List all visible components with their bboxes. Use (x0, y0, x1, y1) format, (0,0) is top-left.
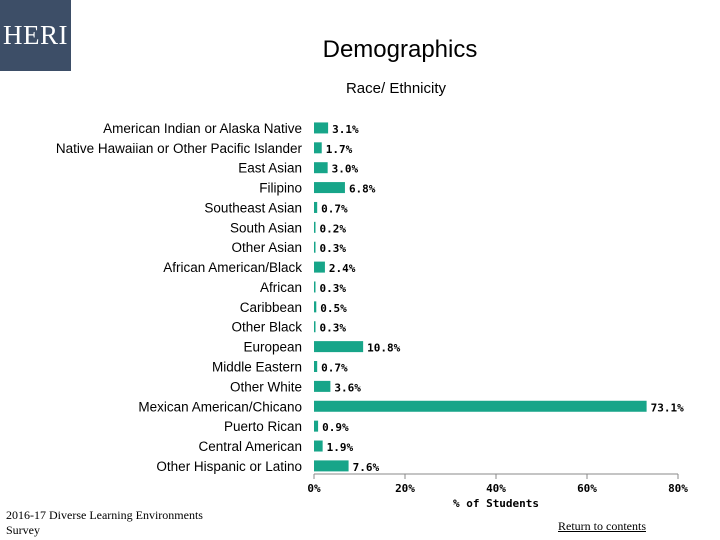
bar (314, 182, 345, 194)
value-label: 3.6% (334, 381, 361, 394)
bar (314, 261, 325, 273)
value-label: 0.9% (322, 421, 349, 434)
category-label: East Asian (238, 161, 302, 176)
bar (314, 361, 318, 372)
value-label: 0.3% (320, 242, 347, 255)
category-label: Filipino (259, 181, 302, 196)
x-tick-label: 20% (395, 482, 415, 495)
value-label: 73.1% (651, 401, 684, 414)
category-label: Other White (230, 379, 302, 394)
category-label: American Indian or Alaska Native (103, 121, 302, 136)
bar (314, 241, 316, 253)
x-tick-label: 0% (307, 482, 321, 495)
bar (314, 341, 364, 353)
value-label: 0.3% (320, 282, 347, 295)
value-label: 0.2% (320, 222, 347, 235)
logo-text: HERI (3, 20, 68, 50)
bar (314, 201, 318, 213)
category-label: European (243, 340, 302, 355)
x-tick-label: 80% (668, 482, 688, 495)
value-label: 10.8% (367, 342, 400, 355)
page-title: Demographics (322, 36, 478, 63)
bar (314, 162, 328, 174)
category-label: Other Asian (231, 240, 302, 255)
bar (314, 440, 323, 452)
bar (314, 460, 349, 472)
bar (314, 380, 331, 392)
value-label: 3.1% (332, 123, 359, 136)
bar (314, 321, 316, 333)
category-label: Southeast Asian (204, 200, 302, 215)
bar (314, 281, 316, 293)
value-label: 7.6% (353, 461, 380, 474)
bar (314, 420, 319, 432)
value-label: 1.7% (326, 143, 353, 156)
bar (314, 400, 647, 412)
category-label: Native Hawaiian or Other Pacific Islande… (56, 141, 303, 156)
category-label: Caribbean (240, 300, 302, 315)
category-label: Other Black (231, 320, 302, 335)
value-label: 3.0% (332, 163, 359, 176)
x-tick-label: 40% (486, 482, 506, 495)
value-label: 0.5% (320, 302, 347, 315)
bar (314, 221, 316, 233)
value-label: 0.7% (321, 362, 348, 375)
return-to-contents-link[interactable]: Return to contents (558, 519, 646, 533)
category-label: Mexican American/Chicano (138, 399, 302, 414)
bar (314, 142, 322, 154)
category-label: African American/Black (163, 260, 302, 275)
category-label: Other Hispanic or Latino (156, 459, 302, 474)
category-label: Central American (198, 439, 302, 454)
value-label: 0.3% (320, 322, 347, 335)
bar (314, 301, 317, 313)
heri-logo: HERI (0, 0, 71, 71)
category-label: Puerto Rican (224, 419, 302, 434)
value-label: 1.9% (327, 441, 354, 454)
category-label: South Asian (230, 220, 302, 235)
category-label: Middle Eastern (212, 360, 302, 375)
x-axis-title: % of Students (453, 497, 539, 510)
value-label: 6.8% (349, 183, 376, 196)
bar (314, 122, 329, 134)
category-label: African (260, 280, 302, 295)
value-label: 2.4% (329, 262, 356, 275)
value-label: 0.7% (321, 202, 348, 215)
x-tick-label: 60% (577, 482, 597, 495)
survey-source: 2016-17 Diverse Learning Environments Su… (6, 508, 203, 537)
chart-title: Race/ Ethnicity (345, 80, 447, 97)
